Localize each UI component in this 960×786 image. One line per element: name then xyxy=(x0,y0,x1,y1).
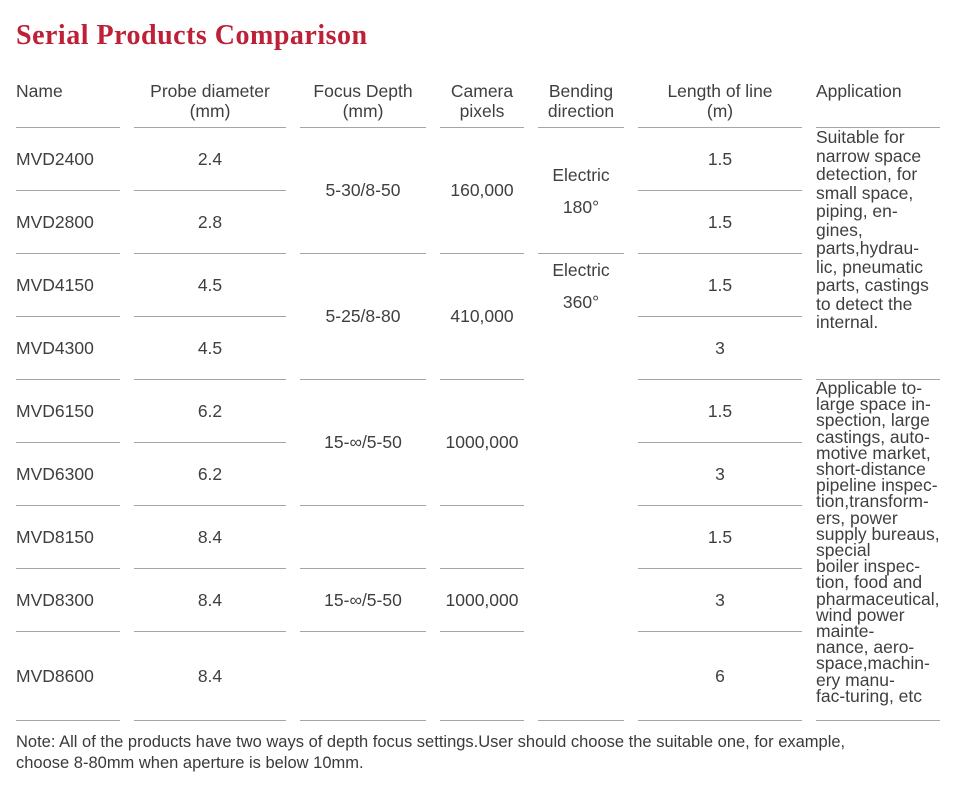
cell-name: MVD2800 xyxy=(16,191,120,254)
cell-bending-direction-group: Electric 360° xyxy=(538,254,624,721)
cell-name: MVD8150 xyxy=(16,506,120,569)
column-header-length-of-line: Length of line (m) xyxy=(638,81,802,128)
cell-length-of-line: 1.5 xyxy=(638,506,802,569)
column-header-probe-diameter: Probe diameter (mm) xyxy=(134,81,286,128)
cell-probe-diameter: 2.4 xyxy=(134,128,286,191)
column-header-bending-direction: Bending direction xyxy=(538,81,624,128)
page-title: Serial Products Comparison xyxy=(16,20,368,51)
cell-length-of-line: 1.5 xyxy=(638,191,802,254)
table-row: MVD2400 2.4 5-30/8-50 160,000 Electric 1… xyxy=(16,128,940,380)
cell-probe-diameter: 8.4 xyxy=(134,506,286,569)
cell-application-group: Applicable to- large space in- spection,… xyxy=(816,380,940,721)
column-header-focus-depth: Focus Depth (mm) xyxy=(300,81,426,128)
cell-name: MVD8300 xyxy=(16,569,120,632)
cell-length-of-line: 3 xyxy=(638,317,802,380)
cell-focus-depth: 15-∞/5-50 xyxy=(300,569,426,632)
cell-length-of-line: 1.5 xyxy=(638,254,802,317)
table-row: MVD2800 2.8 1.5 xyxy=(16,191,940,254)
table-row: MVD6150 6.2 15-∞/5-50 1000,000 1.5 Appli… xyxy=(16,380,940,721)
cell-focus-depth-empty xyxy=(300,632,426,721)
column-header-application: Application xyxy=(816,81,940,128)
cell-application-group: Suitable for narrow space detection, for… xyxy=(816,128,940,380)
table-row: MVD8600 8.4 6 xyxy=(16,632,940,721)
cell-name: MVD6300 xyxy=(16,443,120,506)
cell-camera-pixels-group: 410,000 xyxy=(440,254,524,380)
cell-camera-pixels-group: 1000,000 xyxy=(440,380,524,506)
table-row: MVD4150 4.5 5-25/8-80 410,000 Electric 3… xyxy=(16,254,940,721)
cell-name: MVD4150 xyxy=(16,254,120,317)
cell-camera-pixels-group: 160,000 xyxy=(440,128,524,254)
cell-name: MVD8600 xyxy=(16,632,120,721)
cell-length-of-line: 3 xyxy=(638,443,802,506)
cell-name: MVD4300 xyxy=(16,317,120,380)
cell-name: MVD6150 xyxy=(16,380,120,443)
cell-focus-depth-group: 15-∞/5-50 xyxy=(300,380,426,506)
cell-probe-diameter: 2.8 xyxy=(134,191,286,254)
products-comparison-table: Name Probe diameter (mm) Focus Depth (mm… xyxy=(2,81,954,721)
cell-length-of-line: 1.5 xyxy=(638,380,802,443)
table-row: MVD8150 8.4 1.5 xyxy=(16,506,940,569)
cell-focus-depth-group: 5-25/8-80 xyxy=(300,254,426,380)
footnote: Note: All of the products have two ways … xyxy=(16,733,846,772)
table-row: MVD4300 4.5 3 xyxy=(16,317,940,380)
cell-focus-depth-group: 5-30/8-50 xyxy=(300,128,426,254)
column-header-camera-pixels: Camera pixels xyxy=(440,81,524,128)
table-row: MVD8300 8.4 15-∞/5-50 1000,000 3 xyxy=(16,569,940,632)
cell-name: MVD2400 xyxy=(16,128,120,191)
column-header-name: Name xyxy=(16,81,120,128)
cell-focus-depth-empty xyxy=(300,506,426,569)
cell-probe-diameter: 4.5 xyxy=(134,254,286,317)
header-row: Name Probe diameter (mm) Focus Depth (mm… xyxy=(16,81,940,128)
cell-length-of-line: 3 xyxy=(638,569,802,632)
cell-probe-diameter: 6.2 xyxy=(134,443,286,506)
cell-length-of-line: 6 xyxy=(638,632,802,721)
cell-probe-diameter: 8.4 xyxy=(134,569,286,632)
cell-bending-direction-group: Electric 180° xyxy=(538,128,624,254)
cell-camera-pixels: 1000,000 xyxy=(440,569,524,632)
cell-probe-diameter: 8.4 xyxy=(134,632,286,721)
cell-length-of-line: 1.5 xyxy=(638,128,802,191)
cell-probe-diameter: 6.2 xyxy=(134,380,286,443)
cell-probe-diameter: 4.5 xyxy=(134,317,286,380)
table-row: MVD6300 6.2 3 xyxy=(16,443,940,506)
cell-camera-pixels-empty xyxy=(440,632,524,721)
cell-camera-pixels-empty xyxy=(440,506,524,569)
